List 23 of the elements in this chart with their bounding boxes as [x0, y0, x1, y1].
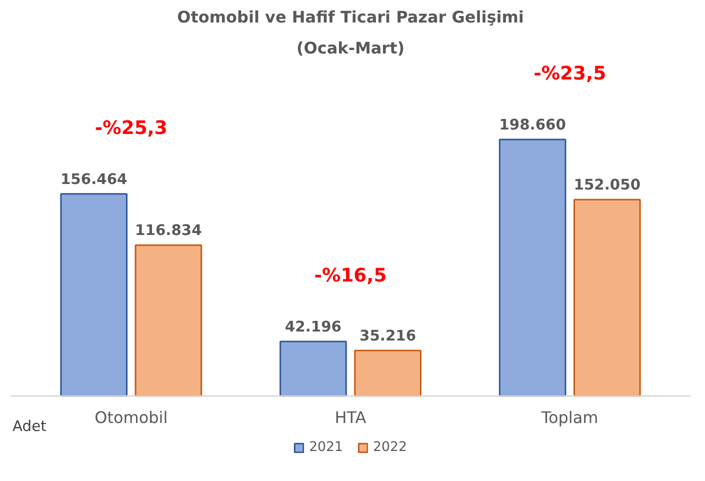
bar: [354, 350, 422, 397]
bar: [280, 340, 347, 397]
bar: [573, 198, 641, 397]
x-tick-label: Otomobil: [94, 408, 168, 427]
data-label: 156.464: [60, 170, 128, 188]
text: Adet: [12, 418, 47, 435]
chart-title: Otomobil ve Hafif Ticari Pazar Gelişimi: [177, 8, 524, 26]
legend-label: 2021: [309, 440, 343, 455]
data-label: 35.216: [360, 327, 416, 344]
annotation: -%16,5: [314, 265, 387, 286]
bar: [60, 193, 128, 397]
bar: [498, 138, 566, 397]
x-tick-label: Toplam: [540, 408, 598, 427]
x-tick-label: HTA: [334, 408, 366, 427]
data-label: 198.660: [499, 116, 566, 134]
legend-label: 2022: [373, 440, 407, 455]
text: -%23,5: [534, 63, 606, 84]
data-label: 42.196: [284, 318, 342, 336]
text: -%25,3: [94, 118, 168, 139]
bar: [134, 244, 202, 397]
chart-subtitle: (Ocak-Mart): [296, 38, 405, 58]
data-label: 152.050: [574, 176, 641, 194]
data-label: 116.834: [135, 222, 202, 240]
